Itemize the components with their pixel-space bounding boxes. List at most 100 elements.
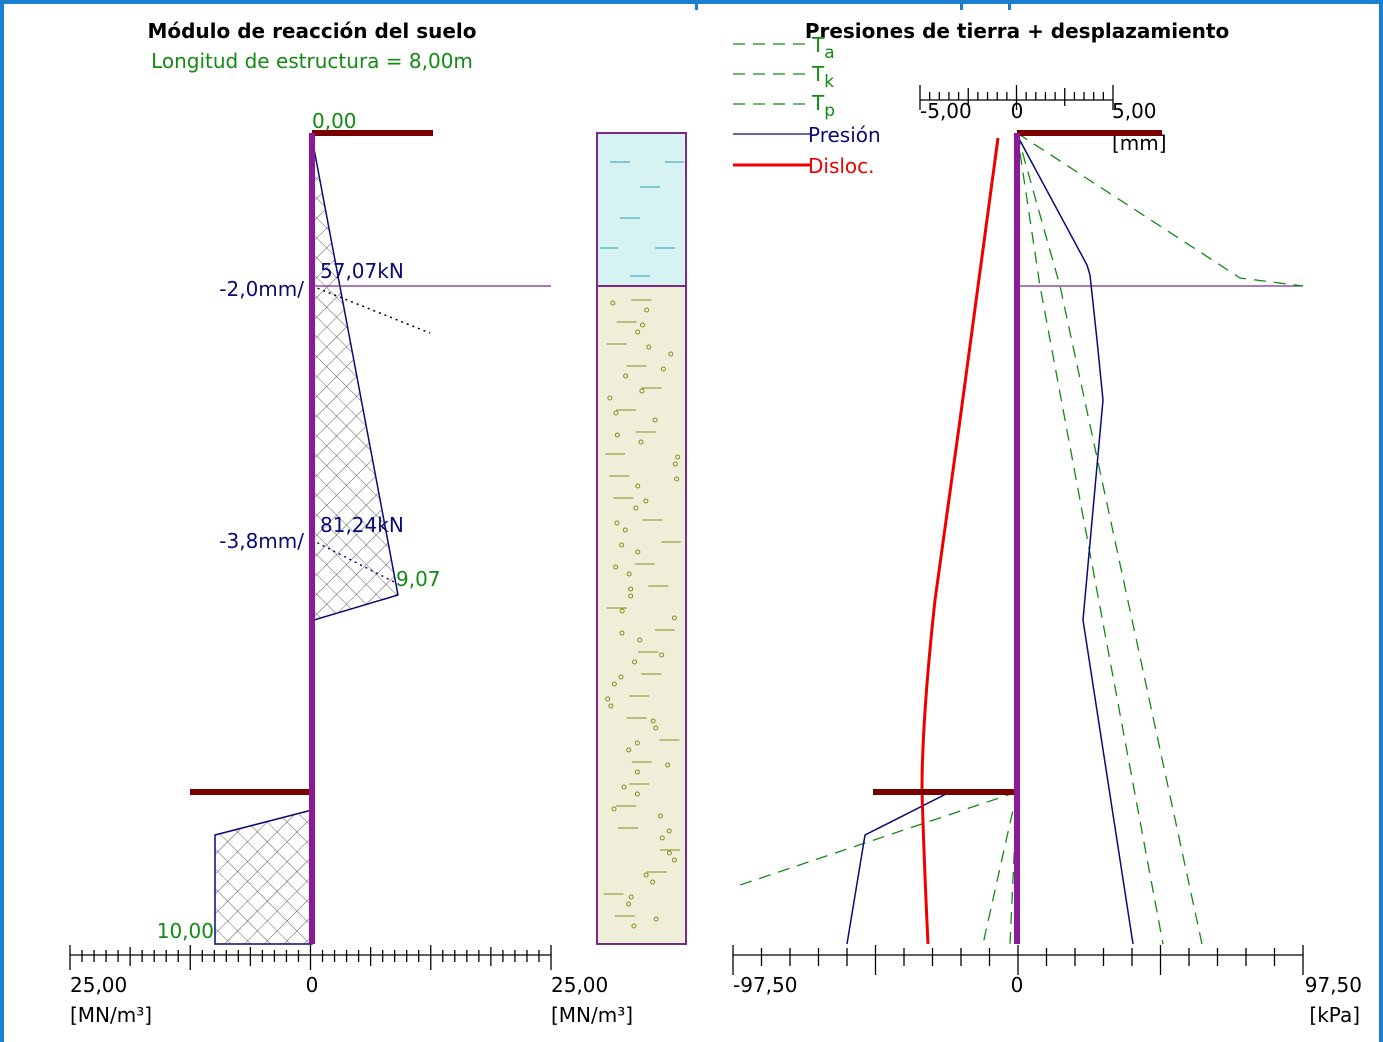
soil-dot bbox=[643, 872, 649, 878]
soil-dot bbox=[631, 923, 637, 929]
axis-label: 5,00 bbox=[1112, 99, 1157, 123]
left-title: Módulo de reacción del suelo bbox=[147, 19, 476, 43]
soil-dot bbox=[652, 417, 658, 423]
soil-dot bbox=[671, 615, 677, 621]
soil-dot bbox=[607, 395, 613, 401]
legend-entry: Presión bbox=[808, 123, 881, 147]
soil-dot bbox=[613, 564, 619, 570]
soil-dot bbox=[614, 432, 620, 438]
soil-dot bbox=[666, 850, 672, 856]
axis-label: 0 bbox=[306, 973, 319, 997]
right-title: Presiones de tierra + desplazamiento bbox=[805, 19, 1229, 43]
frame-tick bbox=[695, 0, 698, 10]
axis-unit: [kPa] bbox=[1309, 1003, 1360, 1027]
soil-dot bbox=[672, 461, 678, 467]
frame-top bbox=[0, 0, 1383, 4]
soil-dot bbox=[618, 674, 624, 680]
soil-layer bbox=[596, 285, 687, 945]
soil-dot bbox=[653, 916, 659, 922]
soil-dot bbox=[635, 329, 641, 335]
axis-label: 0 bbox=[1011, 99, 1024, 123]
soil-dot bbox=[622, 527, 628, 533]
soil-dot bbox=[633, 505, 639, 511]
soil-dot bbox=[623, 373, 629, 379]
soil-dot bbox=[675, 454, 681, 460]
axis-label: 25,00 bbox=[551, 973, 608, 997]
displacement-label: -3,8mm/ bbox=[219, 529, 304, 553]
left-subtitle: Longitud de estructura = 8,00m bbox=[151, 49, 473, 73]
pressure-curve bbox=[1016, 134, 1134, 945]
soil-dot bbox=[614, 520, 620, 526]
axis-label: -5,00 bbox=[920, 99, 972, 123]
water-layer bbox=[596, 132, 687, 287]
axis-label: -97,50 bbox=[733, 973, 797, 997]
soil-dot bbox=[666, 828, 672, 834]
force-label: 57,07kN bbox=[320, 259, 404, 283]
soil-dot bbox=[619, 542, 625, 548]
pressure-axis bbox=[732, 945, 1304, 975]
soil-dot bbox=[646, 344, 652, 350]
soil-dot bbox=[619, 608, 625, 614]
legend-entry: Ta bbox=[811, 33, 835, 63]
force-label: 81,24kN bbox=[320, 513, 404, 537]
soil-hatch bbox=[603, 299, 682, 929]
soil-dot bbox=[665, 762, 671, 768]
soil-dot bbox=[632, 659, 638, 665]
soil-dot bbox=[613, 410, 619, 416]
soil-dot bbox=[621, 784, 627, 790]
soil-dot bbox=[628, 894, 634, 900]
frame-right bbox=[1379, 0, 1383, 1042]
axis-unit: [MN/m³] bbox=[70, 1003, 152, 1027]
soil-dot bbox=[628, 586, 634, 592]
displacement-curve bbox=[920, 137, 1000, 945]
soil-dot bbox=[643, 498, 649, 504]
soil-dot bbox=[674, 476, 680, 482]
soil-dot bbox=[653, 725, 659, 731]
soil-dot bbox=[639, 388, 645, 394]
modulus-axis bbox=[69, 945, 552, 970]
soil-dot bbox=[605, 696, 611, 702]
soil-dot bbox=[628, 593, 634, 599]
soil-dot bbox=[635, 549, 641, 555]
frame-tick bbox=[960, 0, 963, 10]
soil-dot bbox=[668, 351, 674, 357]
soil-dot bbox=[611, 806, 617, 812]
displacement-label: -2,0mm/ bbox=[219, 277, 304, 301]
soil-dot bbox=[657, 813, 663, 819]
soil-dot bbox=[626, 747, 632, 753]
axis-label: 97,50 bbox=[1305, 973, 1362, 997]
frame-left bbox=[0, 0, 4, 1042]
soil-dot bbox=[610, 300, 616, 306]
legend-entry: Disloc. bbox=[808, 154, 875, 178]
top-depth: 0,00 bbox=[312, 109, 357, 133]
soil-dot bbox=[611, 681, 617, 687]
soil-dot bbox=[634, 740, 640, 746]
soil-dot bbox=[608, 703, 614, 709]
axis-label: 25,00 bbox=[70, 973, 127, 997]
frame-tick bbox=[1008, 0, 1011, 10]
legend-entry: Tk bbox=[811, 62, 834, 92]
soil-dot bbox=[671, 857, 677, 863]
soil-dot bbox=[660, 366, 666, 372]
soil-dot bbox=[650, 718, 656, 724]
soil-dot bbox=[626, 901, 632, 907]
legend-lines bbox=[733, 43, 810, 105]
soil-dot bbox=[637, 637, 643, 643]
soil-dot bbox=[639, 322, 645, 328]
soil-dot bbox=[634, 769, 640, 775]
legend-entry: Tp bbox=[811, 91, 835, 121]
bottom-depth: 10,00 bbox=[157, 919, 214, 943]
soil-dot bbox=[659, 835, 665, 841]
soil-dot bbox=[635, 483, 641, 489]
axis-unit: [MN/m³] bbox=[551, 1003, 633, 1027]
soil-dot bbox=[659, 652, 665, 658]
soil-dot bbox=[638, 439, 644, 445]
soil-dot bbox=[644, 307, 650, 313]
modulus-label: 9,07 bbox=[396, 567, 441, 591]
dotted-line bbox=[311, 539, 401, 586]
axis-label: 0 bbox=[1011, 973, 1024, 997]
soil-dot bbox=[619, 630, 625, 636]
displacement-axis bbox=[919, 85, 1114, 110]
